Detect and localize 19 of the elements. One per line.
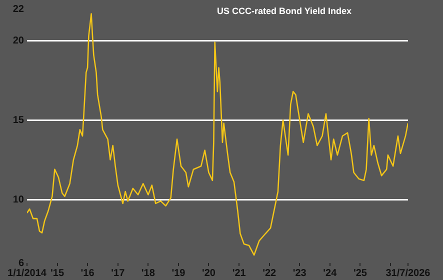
x-tick-label: '22	[262, 268, 277, 279]
y-tick-label: 15	[12, 114, 24, 126]
y-tick-label: 20	[12, 36, 24, 46]
y-tick-label: 10	[12, 194, 24, 206]
y-tick-label: 22	[12, 4, 24, 15]
x-tick-label: 31/7/2026	[386, 268, 431, 279]
x-tick-label: 1/1/2014	[8, 268, 47, 279]
x-tick-label: '23	[292, 268, 307, 279]
y-tick-label: 6	[18, 258, 24, 269]
x-tick-label: '19	[172, 268, 186, 279]
x-tick-label: '21	[232, 268, 246, 279]
x-tick-label: '15	[50, 268, 64, 279]
x-tick-label: '24	[323, 268, 338, 279]
x-tick-label: '17	[111, 268, 126, 279]
x-tick-label: '18	[141, 268, 156, 279]
chart-title: US CCC-rated Bond Yield Index	[217, 6, 352, 16]
x-tick-label: '16	[80, 268, 95, 279]
x-tick-label: '20	[202, 268, 216, 279]
x-tick-label: '25	[353, 268, 368, 279]
